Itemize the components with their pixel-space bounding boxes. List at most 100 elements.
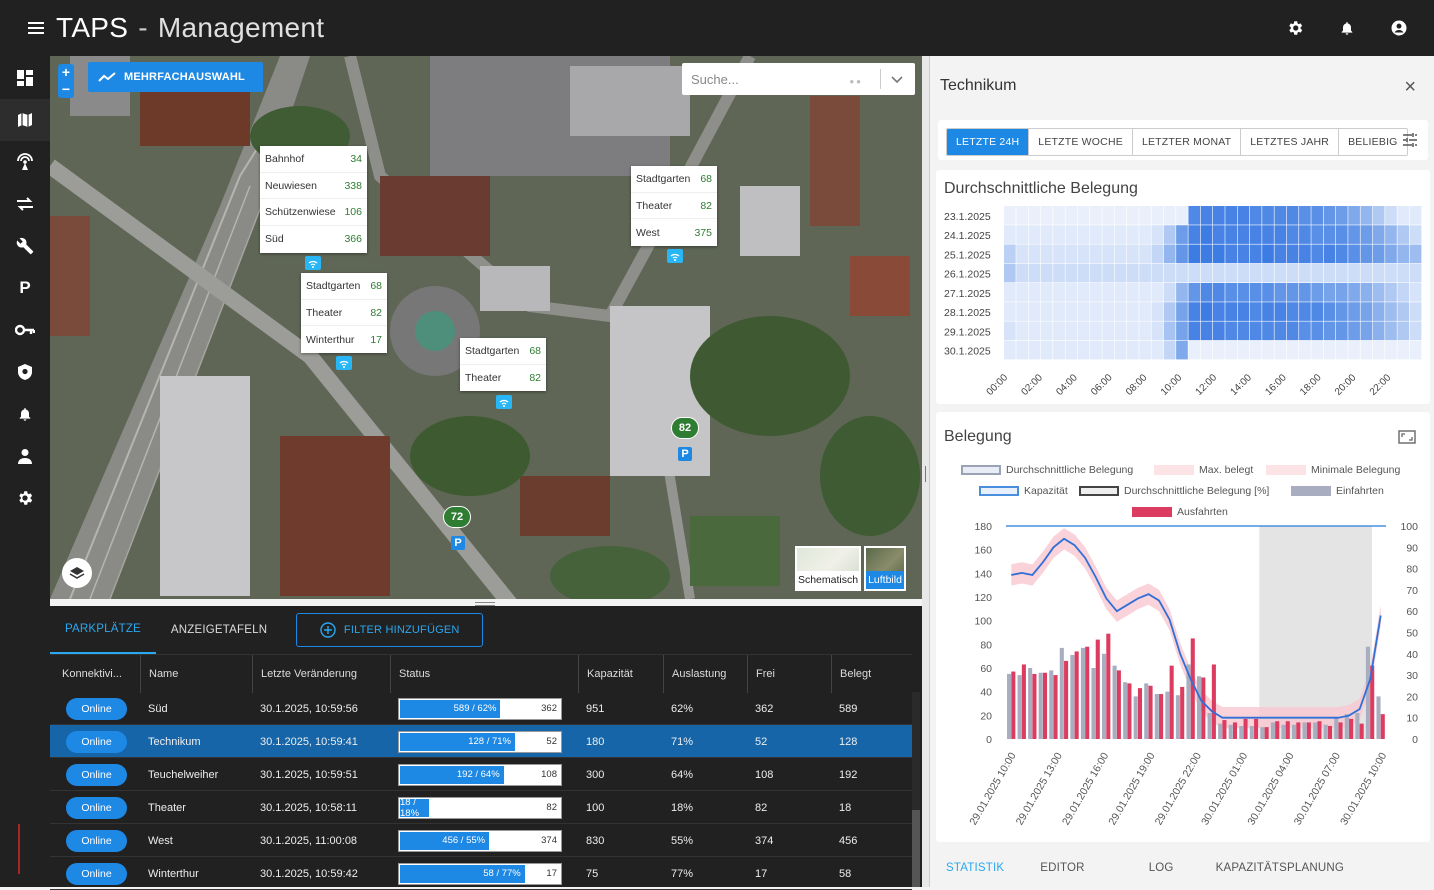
heatmap-cell[interactable] <box>1237 225 1250 244</box>
heatmap-cell[interactable] <box>1065 263 1078 283</box>
sidebar-item-notifications[interactable] <box>0 393 50 435</box>
heatmap-cell[interactable] <box>1065 283 1078 302</box>
bar-einfahrten[interactable] <box>1260 727 1265 739</box>
bar-ausfahrten[interactable] <box>1116 670 1121 739</box>
heatmap-cell[interactable] <box>1299 321 1311 341</box>
heatmap-cell[interactable] <box>1188 225 1201 244</box>
heatmap-cell[interactable] <box>1040 340 1053 360</box>
bar-einfahrten[interactable] <box>1323 724 1328 739</box>
bar-einfahrten[interactable] <box>1365 646 1370 739</box>
basemap-aerial[interactable]: Luftbild <box>864 546 906 591</box>
heatmap-cell[interactable] <box>1385 321 1397 341</box>
heatmap-cell[interactable] <box>1163 263 1176 283</box>
sidebar-item-dashboard[interactable] <box>0 57 50 99</box>
heatmap-cell[interactable] <box>1237 283 1250 302</box>
heatmap-cell[interactable] <box>1335 302 1348 321</box>
heatmap-cell[interactable] <box>1028 225 1041 244</box>
tab-parkplaetze[interactable]: PARKPLÄTZE <box>50 606 156 654</box>
heatmap-cell[interactable] <box>1348 244 1360 264</box>
heatmap-cell[interactable] <box>1335 321 1348 341</box>
heatmap-cell[interactable] <box>1200 321 1213 341</box>
heatmap-cell[interactable] <box>1090 302 1102 321</box>
heatmap-cell[interactable] <box>1348 321 1360 341</box>
column-header[interactable]: Status <box>390 655 578 693</box>
heatmap-cell[interactable] <box>1004 244 1016 264</box>
heatmap-cell[interactable] <box>1126 263 1139 283</box>
heatmap-cell[interactable] <box>1409 321 1422 341</box>
bar-einfahrten[interactable] <box>1197 676 1202 739</box>
heatmap-cell[interactable] <box>1213 244 1225 264</box>
bar-einfahrten[interactable] <box>1302 722 1307 739</box>
heatmap-cell[interactable] <box>1028 302 1041 321</box>
heatmap-cell[interactable] <box>1323 283 1336 302</box>
bar-ausfahrten[interactable] <box>1032 673 1037 739</box>
heatmap-cell[interactable] <box>1385 283 1397 302</box>
heatmap-cell[interactable] <box>1090 206 1102 225</box>
bar-einfahrten[interactable] <box>1292 724 1297 739</box>
heatmap-cell[interactable] <box>1176 302 1188 321</box>
column-header[interactable]: Frei <box>747 655 831 693</box>
status-badge[interactable]: Online <box>66 829 127 852</box>
heatmap-cell[interactable] <box>1102 206 1115 225</box>
bar-einfahrten[interactable] <box>1038 672 1043 739</box>
bar-ausfahrten[interactable] <box>1201 677 1206 739</box>
bar-einfahrten[interactable] <box>1239 725 1244 739</box>
heatmap-cell[interactable] <box>1323 263 1336 283</box>
heatmap-cell[interactable] <box>1163 225 1176 244</box>
heatmap-cell[interactable] <box>1360 263 1373 283</box>
range-custom[interactable]: BELIEBIG <box>1338 129 1406 155</box>
heatmap-cell[interactable] <box>1274 263 1287 283</box>
heatmap-cell[interactable] <box>1126 340 1139 360</box>
sidebar-item-security[interactable] <box>0 351 50 393</box>
heatmap-cell[interactable] <box>1409 283 1422 302</box>
heatmap-cell[interactable] <box>1311 321 1324 341</box>
heatmap-cell[interactable] <box>1249 340 1262 360</box>
bar-ausfahrten[interactable] <box>1011 671 1016 739</box>
heatmap-cell[interactable] <box>1249 263 1262 283</box>
heatmap-cell[interactable] <box>1397 263 1410 283</box>
heatmap-cell[interactable] <box>1397 225 1410 244</box>
heatmap-cell[interactable] <box>1016 263 1028 283</box>
heatmap-cell[interactable] <box>1114 225 1127 244</box>
heatmap-cell[interactable] <box>1262 263 1274 283</box>
bar-ausfahrten[interactable] <box>1021 664 1026 739</box>
heatmap-cell[interactable] <box>1286 206 1299 225</box>
heatmap-cell[interactable] <box>1126 225 1139 244</box>
heatmap-cell[interactable] <box>1163 340 1176 360</box>
heatmap-cell[interactable] <box>1163 283 1176 302</box>
heatmap-cell[interactable] <box>1397 244 1410 264</box>
heatmap-cell[interactable] <box>1102 340 1115 360</box>
heatmap-cell[interactable] <box>1102 302 1115 321</box>
bar-einfahrten[interactable] <box>1102 653 1107 739</box>
bar-ausfahrten[interactable] <box>1064 660 1069 739</box>
heatmap-cell[interactable] <box>1126 283 1139 302</box>
map-popup[interactable]: Stadtgarten 68 Theater 82 Winterthur 17 <box>301 273 387 354</box>
bar-ausfahrten[interactable] <box>1359 723 1364 739</box>
heatmap-cell[interactable] <box>1065 244 1078 264</box>
heatmap-cell[interactable] <box>1016 206 1028 225</box>
heatmap-cell[interactable] <box>1299 244 1311 264</box>
heatmap-cell[interactable] <box>1004 302 1016 321</box>
heatmap-cell[interactable] <box>1225 225 1237 244</box>
heatmap-cell[interactable] <box>1213 206 1225 225</box>
heatmap-cell[interactable] <box>1335 206 1348 225</box>
heatmap-cell[interactable] <box>1372 321 1385 341</box>
heatmap-cell[interactable] <box>1385 206 1397 225</box>
gear-icon[interactable] <box>1284 17 1306 39</box>
heatmap-cell[interactable] <box>1299 340 1311 360</box>
heatmap-cell[interactable] <box>1299 283 1311 302</box>
heatmap-cell[interactable] <box>1151 340 1164 360</box>
heatmap-cell[interactable] <box>1225 340 1237 360</box>
heatmap-cell[interactable] <box>1151 225 1164 244</box>
heatmap-cell[interactable] <box>1225 283 1237 302</box>
bar-ausfahrten[interactable] <box>1159 694 1164 739</box>
heatmap-cell[interactable] <box>1188 283 1201 302</box>
heatmap-cell[interactable] <box>1397 340 1410 360</box>
heatmap-cell[interactable] <box>1114 283 1127 302</box>
panel-splitter[interactable] <box>922 56 929 887</box>
heatmap-cell[interactable] <box>1040 263 1053 283</box>
heatmap-cell[interactable] <box>1102 321 1115 341</box>
heatmap-cell[interactable] <box>1200 206 1213 225</box>
heatmap-cell[interactable] <box>1028 206 1041 225</box>
heatmap-cell[interactable] <box>1385 302 1397 321</box>
